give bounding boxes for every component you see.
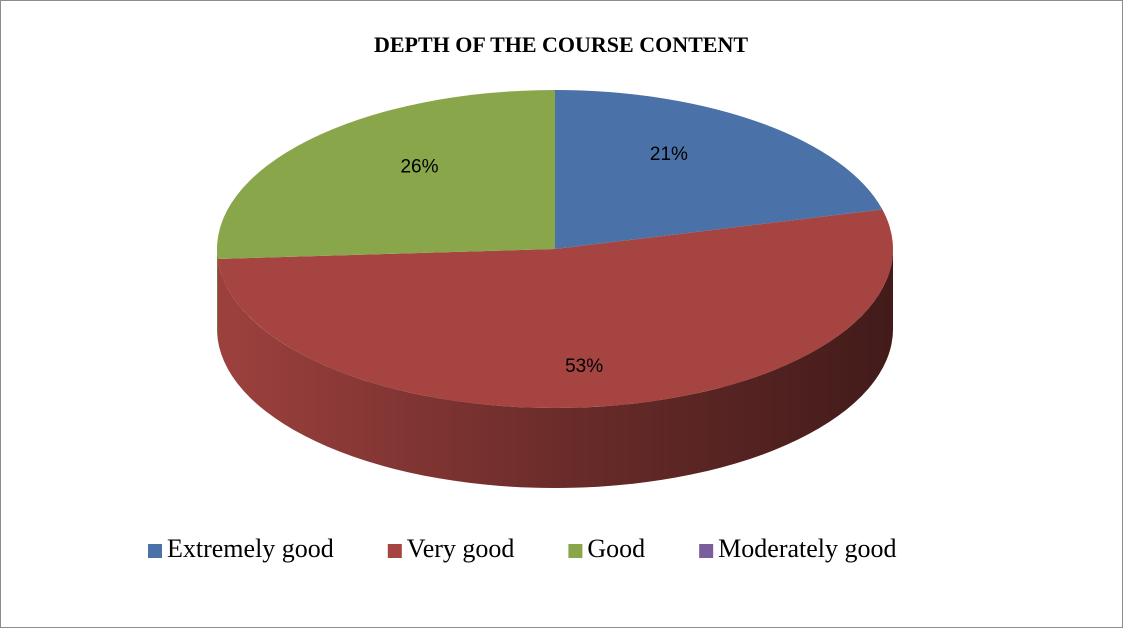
legend-swatch [568, 544, 583, 558]
legend-swatch [387, 544, 402, 558]
legend-label: Good [587, 534, 645, 563]
pie-side-shade [217, 249, 218, 339]
pie-slice [555, 90, 883, 249]
legend-label: Very good [407, 534, 515, 563]
data-label: 21% [650, 144, 688, 165]
legend-swatch [148, 544, 162, 558]
pie-slice [217, 90, 555, 259]
pie-tops [217, 90, 893, 408]
data-labels: 21% 53% 26% [400, 144, 688, 377]
legend: Extremely good Very good Good Moderately go… [148, 534, 897, 563]
pie-slice [217, 209, 893, 408]
pie-sides [217, 249, 893, 489]
data-label: 53% [565, 356, 603, 377]
data-label: 26% [400, 156, 438, 177]
legend-swatch [699, 544, 714, 558]
chart-title: DEPTH OF THE COURSE CONTENT [374, 32, 748, 57]
legend-label: Moderately good [718, 534, 896, 563]
legend-label: Extremely good [167, 534, 334, 563]
pie-side-shade [217, 249, 893, 489]
